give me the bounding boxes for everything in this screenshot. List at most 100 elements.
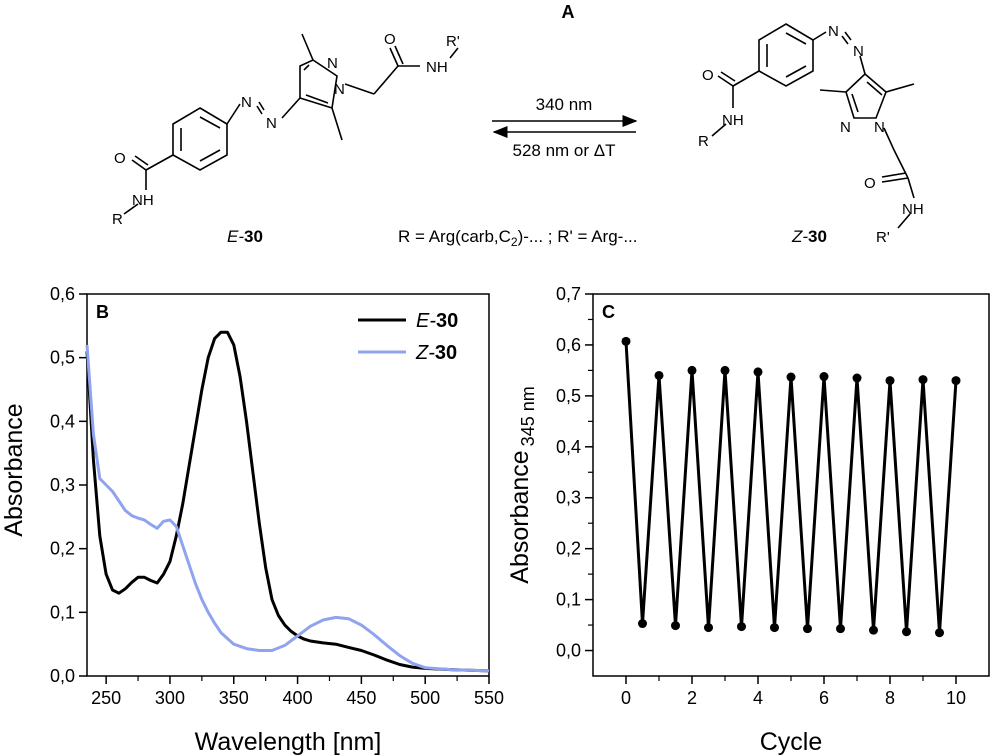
chart-absorbance-spectra: 250 300 350 400 450 500 550 0,0 0,1 0,2 0,3 0,4 0,5 0… [0,284,504,756]
x-tick-label: 6 [819,688,829,708]
legend-e-number: 30 [436,310,458,332]
y-tick-label: 0,3 [50,475,75,495]
y-axis-label: Absorbance 345 nm [506,386,538,583]
chart-switching-cycles: 0 2 4 6 8 100,00,10,20,30,40,50,60,7 C Cycle … [506,284,990,756]
x-tick-label: 550 [474,688,504,708]
x-tick-label: 2 [687,688,697,708]
z-label-number: 30 [808,227,827,246]
r-definition-start: R = Arg(carb,C [398,227,511,246]
x-tick-label: 4 [753,688,763,708]
legend-z-prefix: Z- [415,342,435,364]
data-point [737,622,746,632]
data-point [836,624,845,634]
e-label-number: 30 [244,227,263,246]
axis-ticks: 0 2 4 6 8 10 0,0 0,1 0,2 0,3 0,4 0,5 0,6 0,7 [556,284,966,708]
y-tick-label: 0,5 [556,386,581,406]
x-tick-label: 350 [219,688,249,708]
legend-entry-z: Z-30 [415,342,457,364]
x-tick-label: 400 [283,688,313,708]
axis-ticks: 250 300 350 400 450 500 550 0,0 0,1 0,2 0,3 0,4 0,5 0… [50,284,504,708]
series-line-0 [624,341,958,635]
series-line-0 [85,330,490,673]
z-isomer-structure [711,23,915,229]
r-definition-end: )-... ; R' = Arg-... [518,227,638,246]
atom-o: O [114,150,126,167]
x-tick-label: 250 [91,688,121,708]
atom-nh: NH [132,192,154,209]
reverse-condition: 528 nm or ΔT [512,141,615,160]
y-tick-label: 0,5 [50,348,75,368]
atom-nh: NH [902,201,924,218]
y-axis-label-main: Absorbance [506,450,534,583]
y-tick-label: 0,3 [556,488,581,508]
data-point [654,370,664,380]
r-definition: R = Arg(carb,C2)-... ; R' = Arg-... [398,227,638,249]
data-point [753,367,763,377]
legend-z-number: 30 [435,342,457,364]
series-lines [621,336,961,638]
data-point [704,623,713,633]
panel-a-label: A [562,2,575,22]
atom-nh: NH [426,59,448,76]
atom-n: N [853,43,864,60]
x-axis-label: Wavelength [nm] [195,728,382,756]
reaction-scheme: A [112,2,924,249]
x-tick-label: 500 [410,688,440,708]
data-point [885,376,895,386]
e-isomer-atoms: O NH R N N N N O NH R' [112,31,460,228]
z-isomer-atoms: N N O NH R N N O NH R' [698,23,924,246]
atom-r: R [112,211,123,228]
e-label-prefix: E- [227,227,244,246]
data-point [770,623,779,633]
y-axis-label: Absorbance [0,403,28,536]
forward-condition: 340 nm [536,95,593,114]
x-tick-label: 10 [946,688,966,708]
x-axis-label: Cycle [760,728,823,756]
data-point [786,372,796,382]
x-tick-label: 300 [155,688,185,708]
legend-e-prefix: E- [416,310,436,332]
atom-o: O [384,31,396,48]
y-tick-label: 0,0 [50,666,75,686]
legend-entry-e: E-30 [416,310,458,332]
data-point [621,336,631,346]
atom-r-prime: R' [446,33,460,50]
data-point [869,625,878,635]
data-point [819,372,829,382]
x-tick-label: 450 [346,688,376,708]
x-tick-label: 8 [885,688,895,708]
data-point [803,624,812,634]
x-tick-label: 0 [621,688,631,708]
atom-n: N [840,119,851,136]
atom-r: R [698,133,709,150]
atom-n: N [874,119,885,136]
data-point [638,619,647,629]
y-tick-label: 0,7 [556,284,581,304]
data-point [687,365,697,375]
r-definition-subscript: 2 [511,235,518,249]
y-tick-label: 0,1 [556,590,581,610]
series-line-1 [85,344,490,673]
panel-c-label: C [602,302,615,322]
y-tick-label: 0,4 [556,437,581,457]
equilibrium-arrows [492,115,638,138]
data-point [918,375,928,385]
y-tick-label: 0,1 [50,602,75,622]
y-tick-label: 0,0 [556,641,581,661]
atom-o: O [702,67,714,84]
z-isomer-label: Z-30 [791,227,827,246]
atom-n: N [327,55,338,72]
atom-nh: NH [722,112,744,129]
e-isomer-label: E-30 [227,227,263,246]
y-tick-label: 0,6 [556,335,581,355]
y-tick-label: 0,2 [556,539,581,559]
data-point [852,373,862,383]
atom-n: N [266,115,277,132]
data-point [935,628,944,638]
panel-b-label: B [96,302,109,322]
atom-n: N [241,94,252,111]
atom-n: N [828,23,839,40]
data-point [951,376,961,386]
y-axis-label-sub: 345 nm [518,386,538,446]
